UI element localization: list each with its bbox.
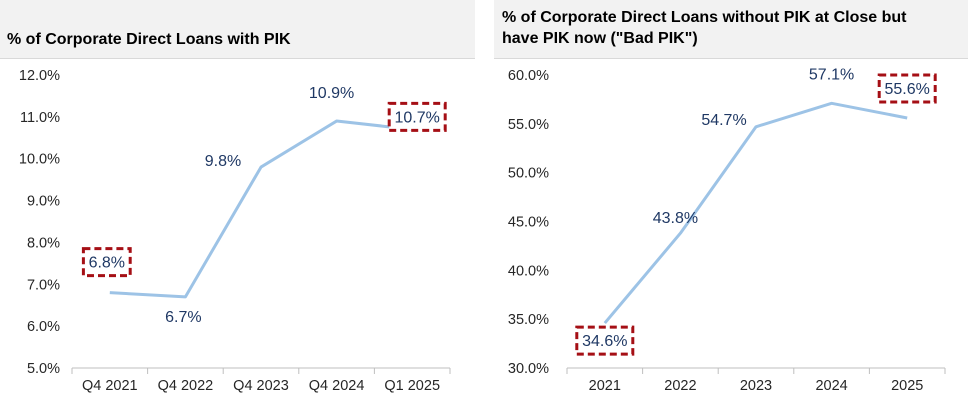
data-label: 57.1% — [809, 66, 854, 83]
chart-header-left: % of Corporate Direct Loans with PIK — [0, 0, 475, 59]
y-tick-label: 30.0% — [508, 361, 549, 377]
y-tick-label: 9.0% — [27, 194, 60, 210]
data-label: 10.7% — [395, 109, 440, 126]
y-tick-label: 5.0% — [27, 361, 60, 377]
data-label: 34.6% — [582, 333, 627, 350]
y-tick-label: 45.0% — [508, 215, 549, 231]
y-tick-label: 8.0% — [27, 235, 60, 251]
y-tick-label: 7.0% — [27, 277, 60, 293]
x-tick-label: 2022 — [664, 378, 696, 394]
data-label: 43.8% — [653, 210, 698, 227]
y-tick-label: 11.0% — [20, 110, 60, 126]
chart-left-svg: 5.0% 6.0% 7.0% 8.0% 9.0% 10.0% 11.0% 12.0% Q4 20… — [19, 68, 451, 394]
chart-title-left: % of Corporate Direct Loans with PIK — [7, 31, 291, 48]
data-label: 9.8% — [205, 153, 241, 170]
x-tick-label: Q4 2024 — [309, 378, 365, 394]
y-tick-label: 40.0% — [508, 263, 549, 279]
series-line — [109, 119, 413, 299]
chart-panel-left: % of Corporate Direct Loans with PIK 5.0… — [0, 0, 475, 409]
y-tick-label: 10.0% — [19, 152, 60, 168]
highlight-box — [81, 247, 132, 278]
x-tick-label: Q1 2025 — [384, 378, 440, 394]
data-label: 10.9% — [309, 85, 354, 102]
x-tick-label: Q4 2021 — [82, 378, 138, 394]
y-tick-label: 35.0% — [508, 312, 549, 328]
y-tick-label: 55.0% — [508, 117, 549, 133]
data-label: 6.7% — [165, 309, 201, 326]
chart-title-right-line2: have PIK now ("Bad PIK") — [502, 30, 698, 47]
chart-header-right: % of Corporate Direct Loans without PIK … — [494, 0, 968, 59]
x-tick-label: 2024 — [815, 378, 847, 394]
x-tick-label: Q4 2022 — [158, 378, 214, 394]
x-tick-label: Q4 2023 — [233, 378, 289, 394]
x-tick-label: 2023 — [740, 378, 772, 394]
y-tick-label: 50.0% — [508, 166, 549, 182]
chart-right-svg: 30.0% 35.0% 40.0% 45.0% 50.0% 55.0% 60.0% 2021 2… — [508, 66, 946, 394]
chart-panel-right: % of Corporate Direct Loans without PIK … — [494, 0, 968, 409]
chart-title-right-line1: % of Corporate Direct Loans without PIK … — [502, 9, 907, 26]
highlight-box — [387, 101, 447, 132]
data-label: 55.6% — [885, 81, 930, 98]
y-tick-label: 6.0% — [27, 319, 60, 335]
x-tick-label: 2021 — [589, 378, 621, 394]
x-tick-label: 2025 — [891, 378, 923, 394]
y-tick-label: 12.0% — [19, 68, 60, 84]
data-label: 54.7% — [701, 112, 746, 129]
highlight-box — [575, 325, 635, 356]
y-tick-label: 60.0% — [508, 68, 549, 84]
series-line — [603, 101, 908, 325]
highlight-box — [877, 73, 937, 104]
data-label: 6.8% — [89, 255, 125, 272]
